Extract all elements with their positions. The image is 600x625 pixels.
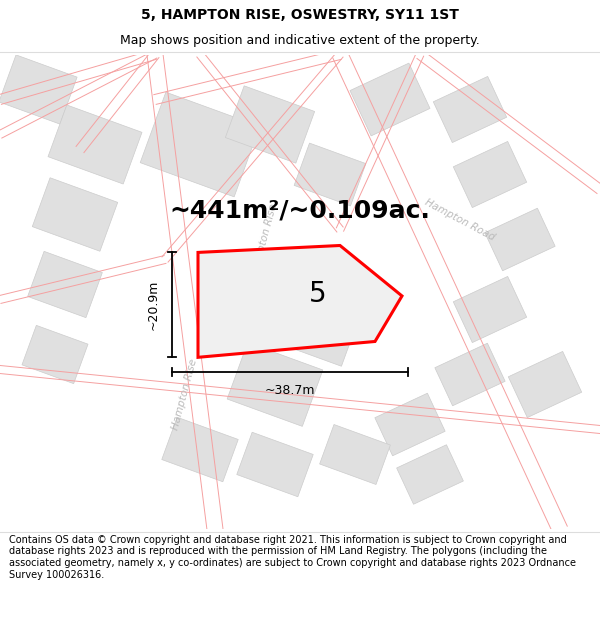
Text: ~441m²/~0.109ac.: ~441m²/~0.109ac. — [170, 199, 430, 223]
Polygon shape — [283, 302, 357, 366]
Polygon shape — [28, 251, 103, 318]
Polygon shape — [433, 76, 506, 142]
Polygon shape — [237, 432, 313, 497]
Text: 5, HAMPTON RISE, OSWESTRY, SY11 1ST: 5, HAMPTON RISE, OSWESTRY, SY11 1ST — [141, 8, 459, 21]
Polygon shape — [397, 445, 463, 504]
Polygon shape — [375, 393, 445, 456]
Polygon shape — [320, 424, 391, 484]
Text: Contains OS data © Crown copyright and database right 2021. This information is : Contains OS data © Crown copyright and d… — [9, 535, 576, 579]
Polygon shape — [198, 246, 402, 357]
Polygon shape — [508, 351, 581, 418]
Polygon shape — [32, 177, 118, 251]
Polygon shape — [485, 208, 555, 271]
Text: 5: 5 — [309, 279, 326, 308]
Polygon shape — [454, 141, 527, 208]
Polygon shape — [0, 55, 77, 124]
Polygon shape — [435, 343, 505, 406]
Polygon shape — [454, 276, 527, 342]
Polygon shape — [162, 418, 238, 482]
Polygon shape — [227, 342, 323, 426]
Text: Map shows position and indicative extent of the property.: Map shows position and indicative extent… — [120, 34, 480, 47]
Polygon shape — [48, 105, 142, 184]
Polygon shape — [226, 86, 314, 163]
Text: Hampton Rise: Hampton Rise — [171, 358, 199, 431]
Polygon shape — [22, 326, 88, 384]
Text: ~20.9m: ~20.9m — [147, 279, 160, 330]
Text: Hampton Road: Hampton Road — [423, 197, 497, 242]
Text: Hampton Rise: Hampton Rise — [251, 203, 279, 276]
Text: ~38.7m: ~38.7m — [265, 384, 315, 397]
Polygon shape — [350, 63, 430, 136]
Polygon shape — [294, 143, 366, 206]
Polygon shape — [140, 92, 260, 197]
